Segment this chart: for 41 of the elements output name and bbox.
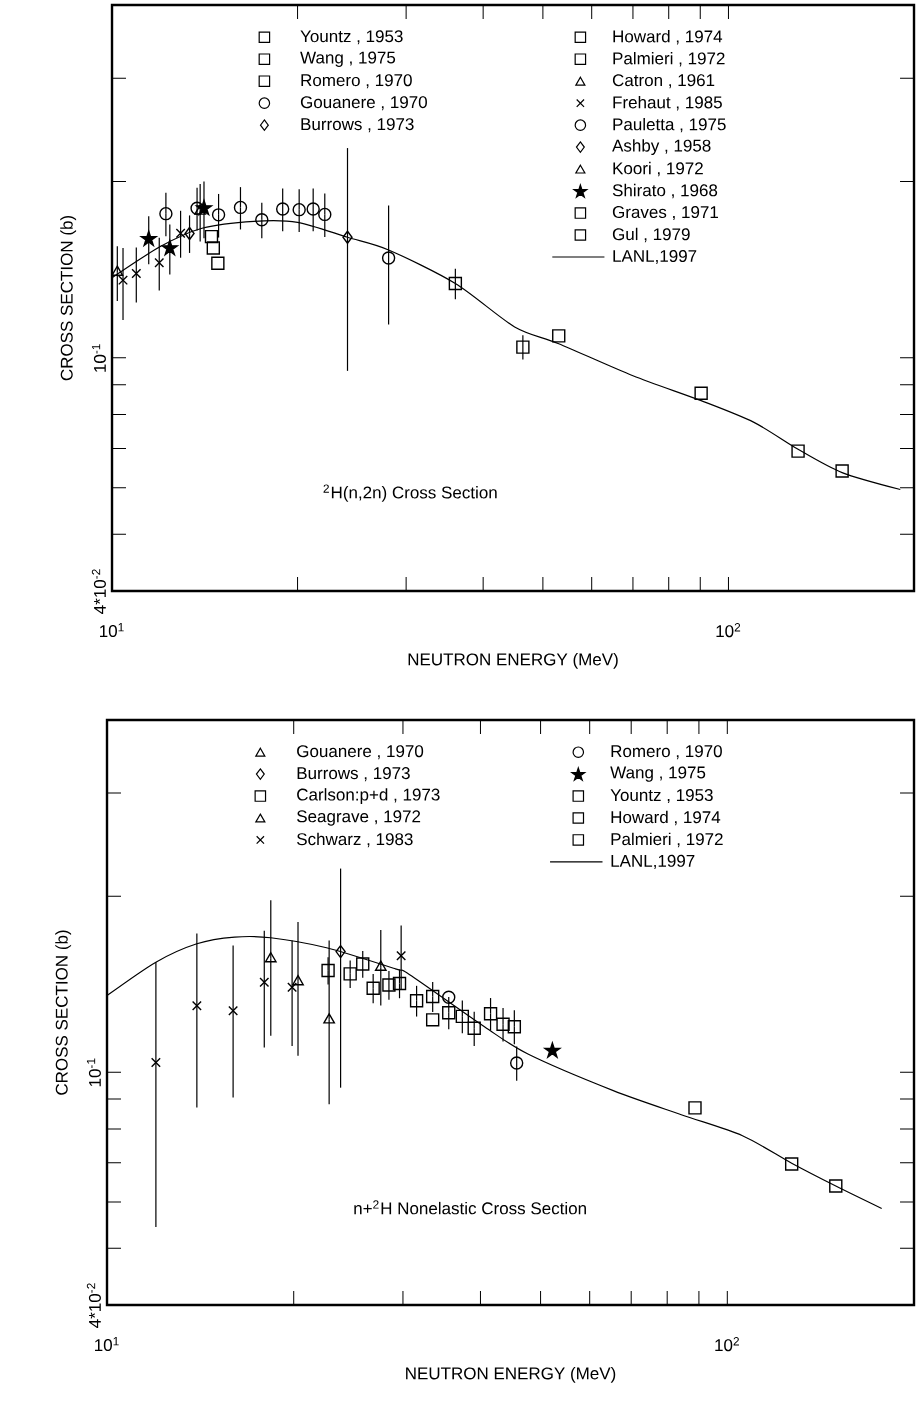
legend-label: Yountz , 1953: [610, 789, 713, 804]
legend-label: Gouanere , 1970: [297, 745, 424, 760]
legend-label: Catron , 1961: [612, 74, 715, 89]
legend-label: LANL,1997: [611, 854, 695, 869]
legend-label: Burrows , 1973: [301, 118, 414, 133]
x-tick-label: 10$^{1}$: [100, 623, 124, 638]
y-tick-label: 10$^{-1}$: [86, 1058, 101, 1087]
legend-label: Romero , 1970: [301, 74, 412, 89]
legend-label: Koori , 1972: [613, 161, 703, 177]
legend-label: Carlson:p+d , 1973: [297, 788, 440, 804]
legend-label: Frehaut , 1985: [613, 95, 722, 111]
legend-label: Palmieri , 1972: [613, 51, 725, 67]
legend-label: Graves , 1971: [612, 206, 718, 221]
y-tick-label: 4*10$^{-2}$: [86, 1283, 101, 1328]
legend-label: Burrows , 1973: [297, 767, 410, 782]
legend-label: Wang , 1975: [610, 766, 706, 782]
legend-label: Howard , 1974: [611, 810, 721, 826]
annotation: n+$^{2}$H Nonelastic Cross Section: [354, 1200, 586, 1215]
legend-label: Gouanere , 1970: [300, 96, 427, 111]
x-axis-title: NEUTRON ENERGY (MeV): [406, 1366, 616, 1383]
legend-label: Gul , 1979: [612, 227, 690, 243]
legend-label: Ashby , 1958: [612, 139, 711, 156]
legend-label: LANL,1997: [613, 249, 697, 264]
x-tick-label: 10$^{2}$: [716, 623, 741, 638]
x-tick-label: 10$^{1}$: [95, 1337, 119, 1352]
annotation: $^{2}$H(n,2n) Cross Section: [323, 484, 497, 502]
legend-label: Wang , 1975: [300, 51, 396, 67]
legend-label: Seagrave , 1972: [297, 810, 421, 826]
legend-label: Schwarz , 1983: [297, 832, 413, 848]
legend-label: Yountz , 1953: [300, 30, 403, 45]
y-axis-title: CROSS SECTION (b): [60, 215, 77, 381]
legend-label: Romero , 1970: [611, 745, 722, 760]
legend-label: Palmieri , 1972: [611, 832, 723, 848]
x-axis-title: NEUTRON ENERGY (MeV): [408, 652, 618, 669]
legend-label: Pauletta , 1975: [613, 117, 726, 133]
y-tick-label: 10$^{-1}$: [91, 344, 106, 372]
legend-label: Howard , 1974: [613, 29, 723, 45]
y-axis-title: CROSS SECTION (b): [55, 930, 72, 1095]
x-tick-label: 10$^{2}$: [715, 1337, 739, 1352]
y-tick-label: 4*10$^{-2}$: [91, 569, 106, 614]
legend-label: Shirato , 1968: [612, 183, 718, 199]
